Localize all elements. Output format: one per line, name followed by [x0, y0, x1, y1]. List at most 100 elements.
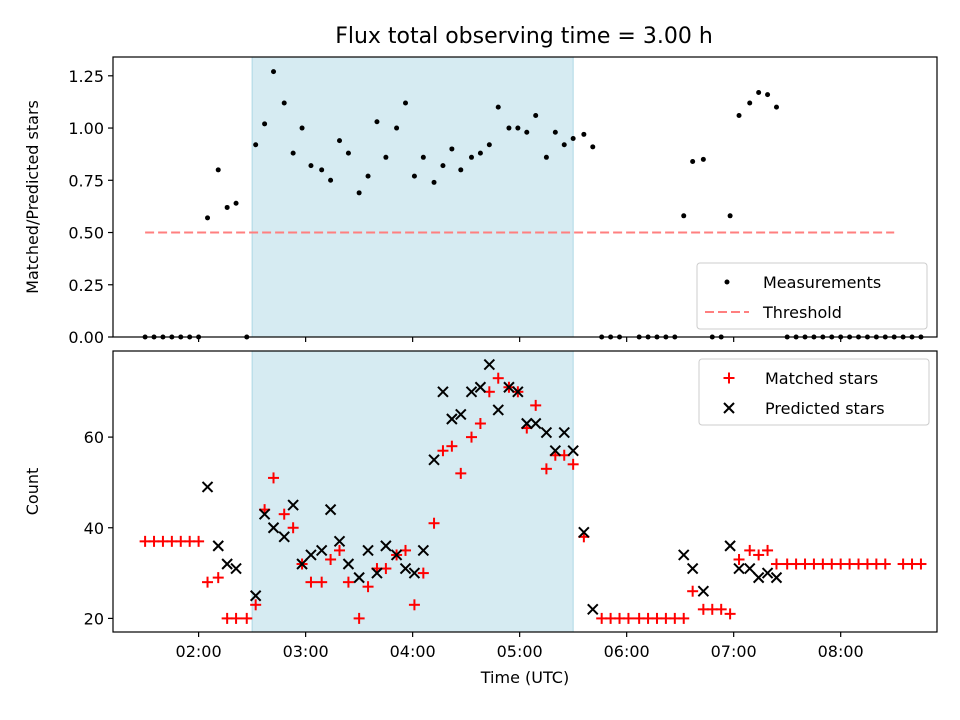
predicted-star-mark-b [465, 386, 478, 398]
predicted-star-mark-b [408, 567, 421, 579]
predicted-star-mark-b [697, 585, 710, 597]
predicted-star-mark-b [287, 499, 299, 511]
predicted-star-mark-b [380, 540, 392, 552]
predicted-star-point [324, 503, 337, 516]
predicted-star-mark-b [540, 426, 553, 439]
predicted-star-point [362, 544, 374, 557]
measurement-point [365, 173, 371, 179]
predicted-star-point [212, 540, 224, 552]
matched-star-point [455, 467, 467, 479]
predicted-star-point [408, 567, 421, 579]
matched-star-point [202, 576, 214, 588]
figure-title: Flux total observing time = 3.00 h [335, 24, 713, 49]
predicted-star-mark-b [428, 454, 440, 466]
predicted-star-point [287, 499, 299, 511]
predicted-star-mark-b [744, 562, 756, 575]
predicted-star-point [437, 386, 449, 398]
y-tick-label: 0.50 [68, 224, 104, 243]
x-tick-label: 07:00 [711, 642, 757, 661]
predicted-star-point [549, 445, 562, 457]
measurement-point [590, 144, 596, 150]
measurement-point [543, 154, 549, 160]
predicted-star-point [483, 358, 496, 371]
measurement-point [515, 125, 521, 131]
predicted-star-mark-b [353, 571, 365, 584]
predicted-star-point [529, 417, 542, 430]
matched-star-point [437, 445, 449, 457]
measurement-point [736, 113, 742, 119]
legend-box [698, 358, 930, 426]
predicted-star-mark-b [324, 503, 337, 516]
predicted-star-mark-b [305, 549, 317, 561]
matched-star-point [744, 544, 756, 556]
measurement-point [383, 154, 389, 160]
measurement-point [319, 167, 325, 173]
legend-label: Measurements [763, 273, 881, 292]
predicted-star-mark-b [417, 544, 430, 557]
predicted-star-point [249, 590, 262, 602]
x-tick-label: 04:00 [390, 642, 436, 661]
predicted-star-point [587, 603, 599, 616]
measurement-point [431, 179, 437, 185]
predicted-star-mark-b [221, 558, 233, 570]
predicted-star-mark-b [678, 549, 690, 561]
measurement-point [506, 125, 512, 131]
predicted-star-point [380, 540, 392, 552]
measurement-point [224, 204, 230, 210]
x-tick-label: 03:00 [283, 642, 329, 661]
predicted-star-point [744, 562, 756, 575]
measurement-point [552, 129, 558, 135]
matched-star-point [417, 567, 429, 579]
matched-star-point [268, 472, 280, 484]
predicted-star-mark-b [249, 590, 262, 602]
matched-star-point [334, 544, 346, 556]
predicted-star-mark-b [724, 540, 736, 552]
predicted-star-mark-b [503, 381, 515, 393]
predicted-star-point [724, 540, 736, 552]
predicted-star-mark-b [437, 386, 449, 398]
matched-star-point [687, 585, 699, 597]
measurement-point [681, 213, 687, 219]
predicted-star-mark-b [399, 562, 412, 575]
predicted-star-mark-b [512, 386, 524, 398]
measurement-point [345, 150, 351, 156]
matched-star-point [492, 372, 504, 384]
measurement-point [690, 158, 696, 164]
predicted-star-point [540, 426, 553, 439]
matched-star-point [278, 508, 290, 520]
predicted-star-mark-b [390, 549, 403, 561]
measurement-point [262, 121, 268, 127]
x-axis-label: Time (UTC) [480, 668, 569, 687]
matched-star-point [287, 522, 299, 534]
y-axis-label: Matched/Predicted stars [23, 100, 42, 294]
y-tick-label: 20 [84, 609, 104, 628]
count-panel: 20 40 60 02:00 03:00 04:00 05:00 06:00 07:00 08:0… [23, 350, 938, 687]
measurement-point [756, 90, 762, 96]
y-tick-label: 1.25 [68, 67, 104, 86]
measurement-point [271, 69, 277, 75]
matched-star-point [678, 612, 690, 624]
measurement-point [581, 131, 587, 137]
matched-star-point [715, 603, 727, 615]
predicted-star-point [333, 535, 346, 548]
predicted-star-point [474, 381, 487, 393]
x-tick-label: 06:00 [604, 642, 650, 661]
predicted-star-mark-b [201, 481, 214, 493]
predicted-star-point [521, 417, 533, 430]
measurement-point [215, 167, 221, 173]
x-tick-label: 02:00 [176, 642, 222, 661]
predicted-star-mark-b [567, 445, 579, 457]
predicted-star-point [399, 562, 412, 575]
predicted-star-mark-b [446, 413, 458, 425]
matched-star-point [753, 549, 765, 561]
measurement-point [233, 200, 239, 206]
matched-star-point [250, 599, 262, 611]
matched-star-point [622, 612, 634, 624]
measurement-point [253, 142, 259, 148]
predicted-star-point [465, 386, 478, 398]
predicted-star-mark-b [521, 417, 533, 430]
predicted-star-mark-b [483, 358, 496, 371]
predicted-star-mark-b [474, 381, 487, 393]
x-tick-label: 08:00 [818, 642, 864, 661]
predicted-star-mark-b [492, 404, 504, 416]
